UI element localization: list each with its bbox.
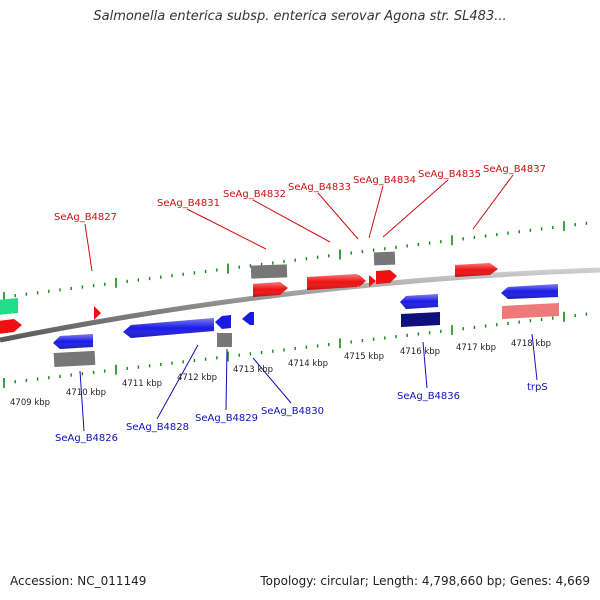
feature-gray-b4834 <box>373 251 396 266</box>
leader-line <box>422 341 428 389</box>
scale-label: 4717 kbp <box>456 343 496 353</box>
forward-gene-label: SeAg_B4827 <box>54 212 117 223</box>
feature-gray-b4829 <box>217 333 232 347</box>
scale-label: 4714 kbp <box>288 359 328 369</box>
gene-b4827 <box>94 306 101 320</box>
gene-b4835 <box>376 270 397 284</box>
reverse-gene-label: SeAg_B4826 <box>55 433 118 444</box>
scale-label: 4716 kbp <box>400 347 440 357</box>
scale-label: 4711 kbp <box>122 379 162 389</box>
leader-line <box>531 333 538 381</box>
gene-left-green <box>0 298 18 315</box>
forward-gene-label: SeAg_B4837 <box>483 164 546 175</box>
scale-label: 4715 kbp <box>344 352 384 362</box>
gene-b4830 <box>242 312 254 325</box>
outer-tick-row <box>3 221 588 302</box>
reverse-gene-label: SeAg_B4836 <box>397 391 460 402</box>
feature-gray-b4826 <box>53 350 96 368</box>
reverse-gene-label: SeAg_B4828 <box>126 422 189 433</box>
scale-label: 4709 kbp <box>10 398 50 408</box>
leader-line <box>368 185 384 239</box>
reverse-gene-label: SeAg_B4829 <box>195 413 258 424</box>
scale-label: 4710 kbp <box>66 388 106 398</box>
forward-gene-labels: SeAg_B4827 SeAg_B4831SeAg_B4832SeAg_B4833… <box>54 164 546 223</box>
leader-line <box>79 370 85 432</box>
forward-gene-label: SeAg_B4834 <box>353 175 416 186</box>
leader-lines <box>79 174 538 432</box>
leader-line <box>472 174 514 230</box>
gene-b4829 <box>215 315 231 329</box>
leader-line <box>382 179 449 238</box>
reverse-gene-labels: SeAg_B4826 SeAg_B4828 SeAg_B4829SeAg_B4830… <box>55 382 548 444</box>
scale-label: 4712 kbp <box>177 373 217 383</box>
feature-gray-b4832 <box>250 264 288 279</box>
gene-pink <box>502 303 559 319</box>
forward-gene-label: SeAg_B4831 <box>157 198 220 209</box>
leader-line <box>186 208 267 250</box>
leader-line <box>252 357 292 404</box>
gene-b4834b <box>369 275 376 287</box>
reverse-strand-genes <box>53 284 558 368</box>
forward-gene-label: SeAg_B4833 <box>288 182 351 193</box>
gene-left-red <box>0 319 22 334</box>
leader-line <box>225 348 228 411</box>
gene-shading <box>53 263 558 349</box>
reverse-gene-label: trpS <box>527 382 548 393</box>
map-title: Salmonella enterica subsp. enterica sero… <box>93 9 507 24</box>
gene-b4836-dark <box>401 312 440 327</box>
genome-backbone <box>0 267 600 343</box>
leader-line <box>317 192 359 240</box>
forward-gene-label: SeAg_B4832 <box>223 189 286 200</box>
scale-labels: 4709 kbp 4710 kbp 4711 kbp 4712 kbp 4713 kbp… <box>10 339 551 408</box>
accession-text: Accession: NC_011149 <box>10 574 147 588</box>
leader-line <box>156 344 199 420</box>
topology-summary: Topology: circular; Length: 4,798,660 bp… <box>260 574 590 588</box>
leader-line <box>84 223 93 272</box>
scale-label: 4713 kbp <box>233 365 273 375</box>
leader-line <box>252 199 331 243</box>
inner-tick-row <box>3 311 588 388</box>
forward-gene-label: SeAg_B4835 <box>418 169 481 180</box>
scale-label: 4718 kbp <box>511 339 551 349</box>
reverse-gene-label: SeAg_B4830 <box>261 406 324 417</box>
